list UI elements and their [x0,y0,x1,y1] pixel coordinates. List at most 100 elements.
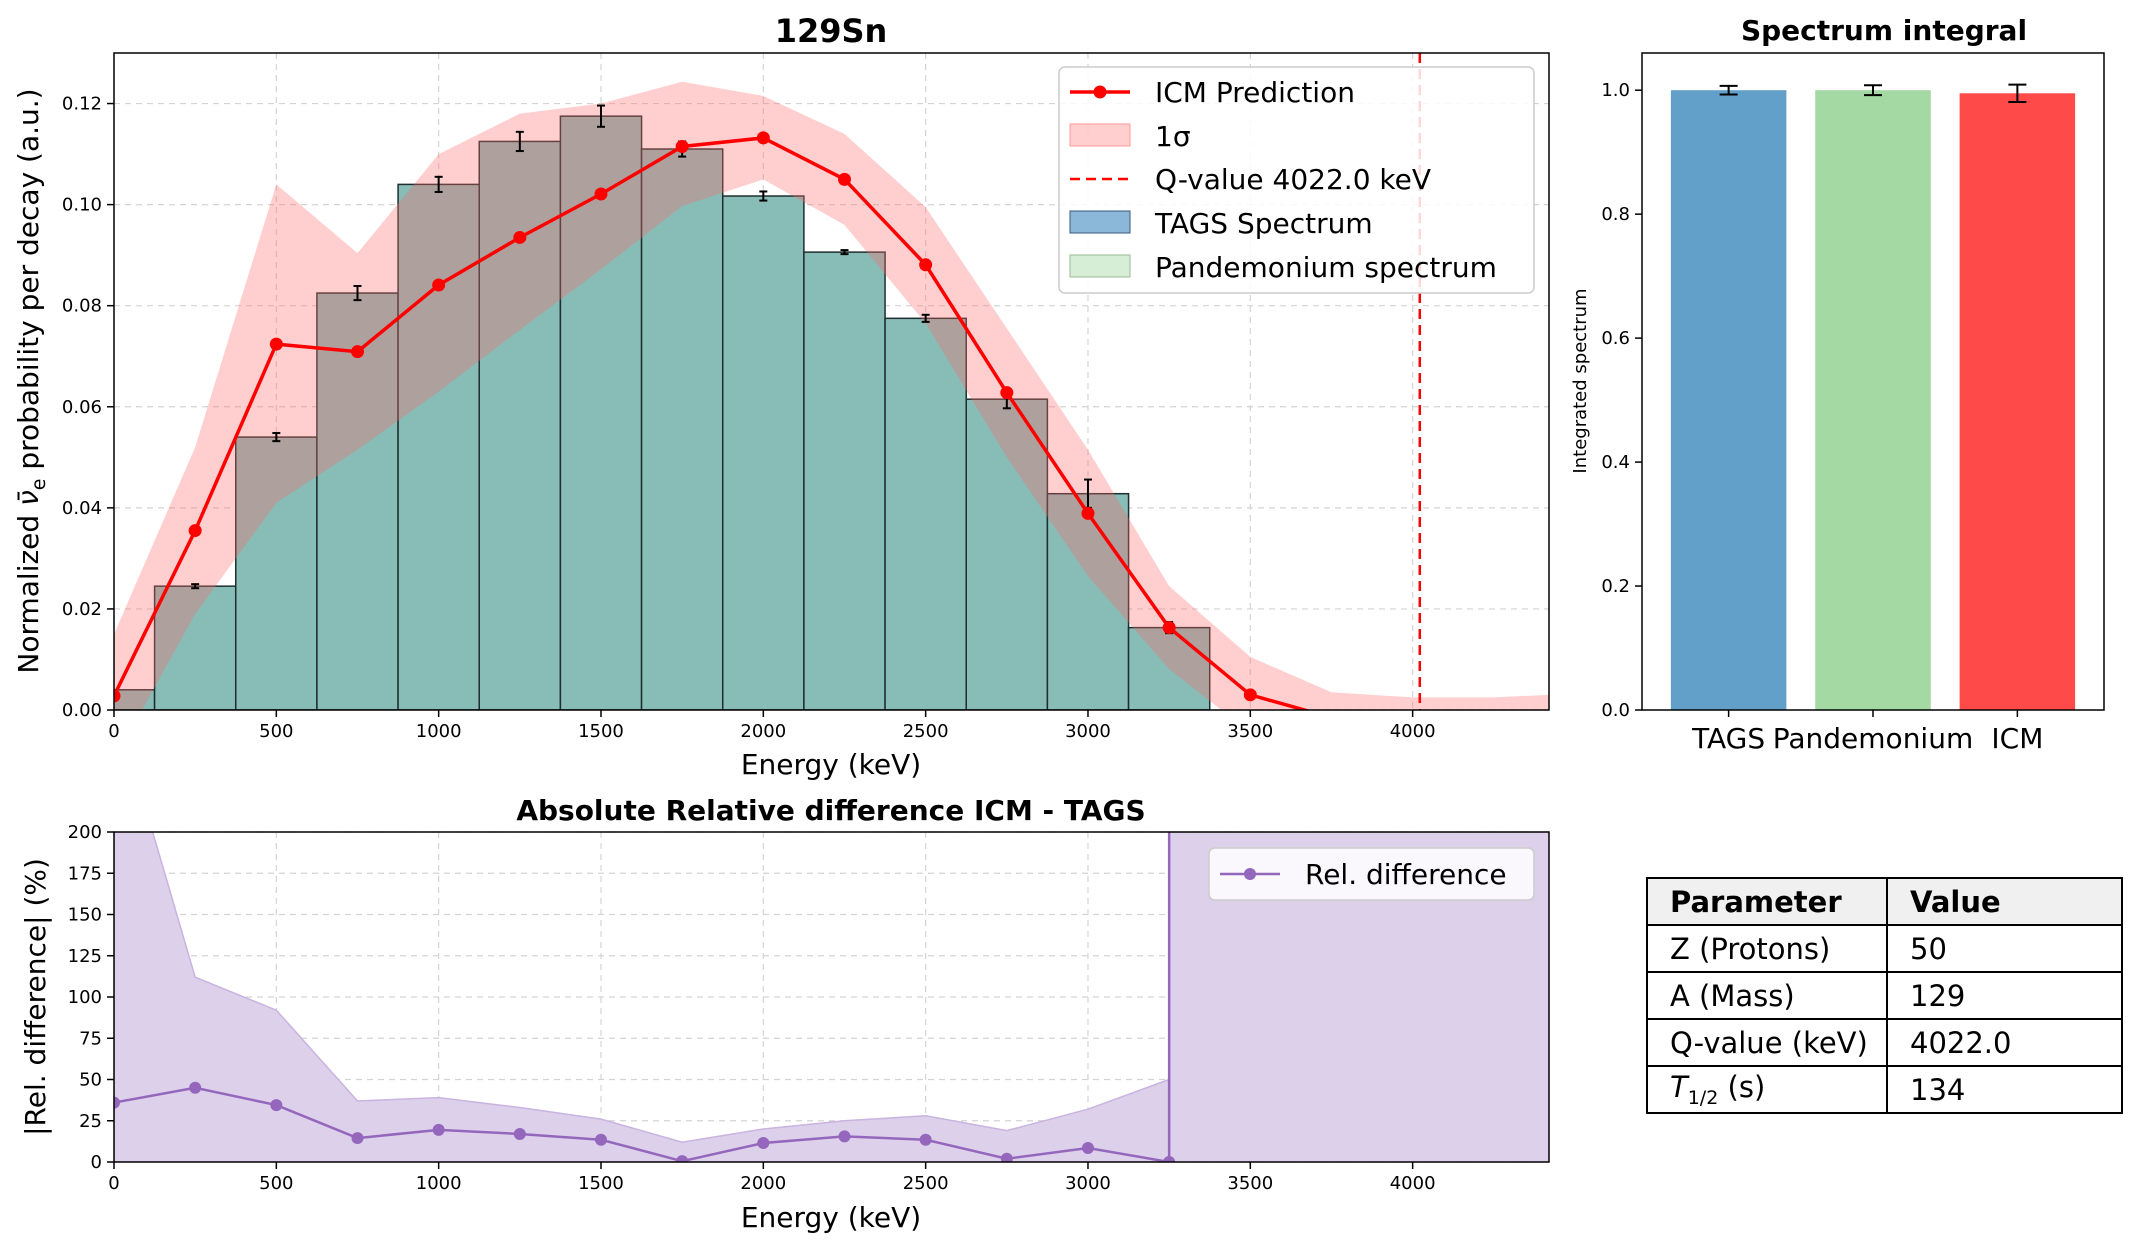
reldiff-point [1081,1141,1094,1154]
main-y-tick-label: 0.10 [62,195,102,216]
icm-point [675,139,689,153]
main-x-tick-label: 3500 [1227,721,1273,742]
main-x-ticks: 0 500 1000 1500 2000 2500 3000 3500 4000 [108,710,1436,742]
icm-point [1162,621,1176,635]
tags-bar [721,195,805,710]
reldiff-x-tick-label: 2000 [740,1173,786,1194]
icm-point [1325,711,1338,724]
reldiff-band [114,832,1170,1162]
icm-point [350,345,364,359]
reldiff-point [114,1096,120,1109]
reldiff-y-tick-label: 150 [68,905,102,926]
integral-y-tick-label: 0.8 [1601,204,1630,225]
reldiff-y-tick-label: 75 [79,1028,102,1049]
icm-point [188,524,202,538]
reldiff-y-ticks: 0 25 50 75 100 125 150 175 200 [68,822,114,1173]
tags-bar [803,251,886,710]
main-x-tick-label: 2000 [740,721,786,742]
reldiff-x-tick-label: 3000 [1065,1173,1111,1194]
reldiff-point [432,1123,445,1136]
reldiff-y-tick-label: 175 [68,863,102,884]
main-x-tick-label: 0 [108,721,119,742]
reldiff-point [594,1133,607,1146]
integral-y-ticks: 0.0 0.2 0.4 0.6 0.8 1.0 [1601,80,1642,721]
integral-bars [1670,83,2076,711]
reldiff-legend-box [1208,847,1535,901]
reldiff-y-tick-label: 25 [79,1111,102,1132]
integral-x-tick-label: Pandemonium [1773,722,1973,755]
main-y-label: Normalized ν̄e probability per decay (a.… [12,88,50,673]
reldiff-y-label: |Rel. difference| (%) [19,858,52,1136]
reldiff-point [513,1127,526,1140]
table-row: T1/2 (s) 134 [1646,1065,2123,1114]
parameter-table: Parameter Value Z (Protons) 50 A (Mass) … [1646,877,2123,1114]
icm-point [432,278,446,292]
icm-point [594,187,608,201]
reldiff-y-tick-label: 50 [79,1070,102,1091]
main-x-tick-label: 500 [259,721,293,742]
reldiff-y-tick-label: 125 [68,946,102,967]
reldiff-point [270,1099,283,1112]
main-x-tick-label: 1500 [578,721,624,742]
main-legend: ICM Prediction 1σ Q-value 4022.0 keV TAG… [1058,66,1535,294]
integral-x-tick-label: ICM [1991,722,2043,755]
legend-box [1058,66,1535,294]
reldiff-point [757,1137,770,1150]
reldiff-legend-label: Rel. difference [1305,858,1507,891]
table-header-row: Parameter Value [1646,877,2123,926]
half-life-unit: (s) [1718,1070,1766,1105]
tags-bar [234,436,318,710]
reldiff-x-ticks: 0 500 1000 1500 2000 2500 3000 3500 4000 [108,1162,1436,1194]
legend-pandemonium-label: Pandemonium spectrum [1155,251,1497,284]
integral-y-tick-label: 0.6 [1601,328,1630,349]
reldiff-points [114,1081,1176,1162]
table-cell-value: 50 [1886,924,2123,973]
icm-point [1081,506,1095,520]
table-header-parameter: Parameter [1646,877,1888,926]
spectrum-bars [114,115,1211,710]
table-cell-param: T1/2 (s) [1646,1065,1888,1114]
half-life-subscript: 1/2 [1687,1086,1719,1109]
tags-bar [316,292,399,710]
integral-x-ticks: TAGS Pandemonium ICM [1691,710,2043,755]
main-y-ticks: 0.00 0.02 0.04 0.06 0.08 0.10 0.12 [62,94,114,721]
reldiff-point [838,1130,851,1143]
integral-y-tick-label: 0.4 [1601,452,1630,473]
icm-sigma-band [114,81,1549,710]
tags-bar [640,148,724,710]
icm-point [1487,714,1500,727]
table-cell-value: 4022.0 [1886,1018,2123,1067]
integral-x-tick-label: TAGS [1691,722,1765,755]
main-x-tick-label: 3000 [1065,721,1111,742]
legend-icm-label: ICM Prediction [1155,76,1355,109]
table-row: Z (Protons) 50 [1646,924,2123,973]
table-cell-param: Z (Protons) [1646,924,1888,973]
legend-tags-swatch [1069,210,1131,234]
icm-point [513,230,527,244]
integral-y-label: Integrated spectrum [1570,288,1591,473]
integral-bar [1815,90,1931,711]
icm-point [919,258,933,272]
reldiff-point [189,1081,202,1094]
reldiff-x-tick-label: 0 [108,1173,119,1194]
integral-title: Spectrum integral [1741,14,2027,47]
table-header-value: Value [1886,877,2123,926]
tags-bar [884,317,967,710]
main-y-tick-label: 0.06 [62,397,102,418]
reldiff-point [1163,1156,1176,1162]
main-x-tick-label: 1000 [416,721,462,742]
spectrum-panel: 0 500 1000 1500 2000 2500 3000 3500 4000 0.000.0… [12,12,1550,781]
legend-qvalue-label: Q-value 4022.0 keV [1155,163,1431,196]
main-axes-frame [113,52,1550,711]
main-x-tick-label: 2500 [903,721,949,742]
icm-point [837,172,851,186]
integral-bar [1959,93,2076,711]
half-life-symbol: T [1670,1070,1688,1105]
reldiff-point [676,1155,689,1162]
reldiff-x-tick-label: 3500 [1227,1173,1273,1194]
legend-icm-marker [1093,85,1107,99]
reldiff-x-tick-label: 1500 [578,1173,624,1194]
integral-y-tick-label: 1.0 [1601,80,1630,101]
reldiff-panel: 0 500 1000 1500 2000 2500 3000 3500 4000 0 25 50 75… [19,794,1550,1234]
